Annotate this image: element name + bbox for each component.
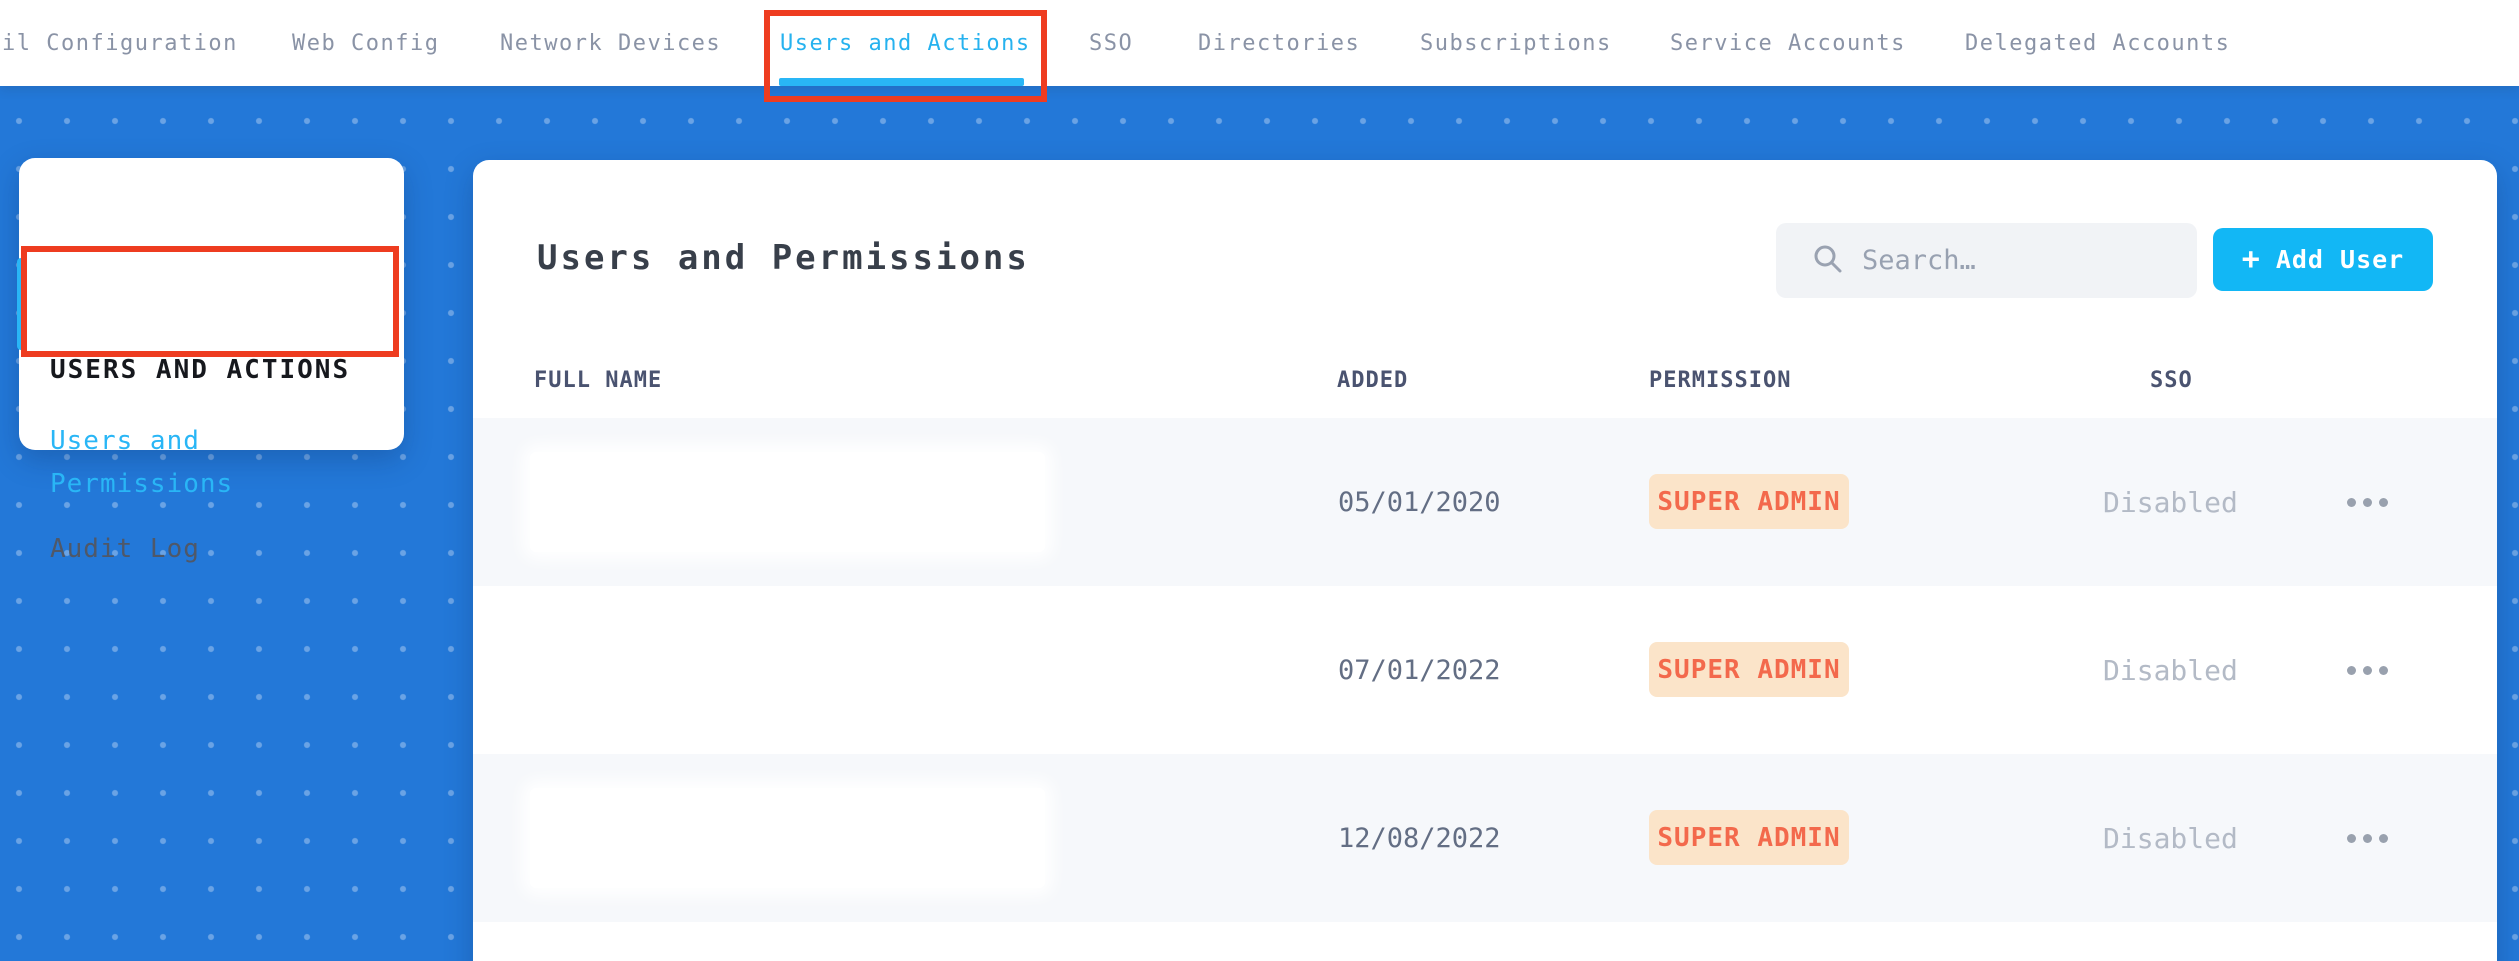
table-row: 05/01/2020 SUPER ADMIN Disabled [473,418,2497,586]
tab-service-accounts[interactable]: Service Accounts [1670,30,1906,56]
search-icon [1812,243,1844,279]
add-user-button[interactable]: + Add User [2213,228,2433,291]
active-tab-underline [779,78,1024,86]
tab-sso[interactable]: SSO [1089,30,1134,56]
permission-badge: SUPER ADMIN [1649,642,1849,697]
full-name-redacted [530,620,1045,720]
tab-delegated-accounts[interactable]: Delegated Accounts [1965,30,2231,56]
sidebar-item-users-and-permissions[interactable]: Users and Permissions [50,426,234,499]
full-name-redacted [530,452,1045,552]
plus-icon: + [2241,241,2260,277]
permission-badge: SUPER ADMIN [1649,810,1849,865]
users-permissions-card: Users and Permissions + Add User FULL NA… [473,160,2497,961]
users-table: 05/01/2020 SUPER ADMIN Disabled 07/01/20… [473,418,2497,922]
added-date: 07/01/2022 [1338,654,1501,686]
row-actions-menu-icon[interactable] [2337,418,2397,586]
sidebar-card: USERS AND ACTIONS Users and Permissions … [17,158,404,564]
full-name-redacted [530,788,1045,888]
table-row: 12/08/2022 SUPER ADMIN Disabled [473,754,2497,922]
add-user-label: Add User [2275,245,2405,274]
page-title: Users and Permissions [537,238,1030,278]
added-date: 05/01/2020 [1338,486,1501,518]
search-input[interactable] [1862,245,2182,276]
red-annotation-box-tab [764,10,1047,102]
tab-subscriptions[interactable]: Subscriptions [1420,30,1612,56]
tab-users-and-actions[interactable]: Users and Actions [780,30,1031,56]
tab-configuration[interactable]: il Configuration [2,30,238,56]
column-header-sso: SSO [2150,368,2193,393]
sso-status: Disabled [2103,653,2238,687]
sso-status: Disabled [2103,485,2238,519]
sidebar-item-audit-log[interactable]: Audit Log [50,534,200,564]
sidebar-heading: USERS AND ACTIONS [50,355,351,385]
search-box[interactable] [1776,223,2197,298]
row-actions-menu-icon[interactable] [2337,754,2397,922]
tab-web-config[interactable]: Web Config [292,30,440,56]
table-row: 07/01/2022 SUPER ADMIN Disabled [473,586,2497,754]
added-date: 12/08/2022 [1338,822,1501,854]
top-navbar: il Configuration Web Config Network Devi… [0,0,2519,86]
column-header-permission: PERMISSION [1649,368,1792,393]
column-header-full-name: FULL NAME [534,368,663,393]
permission-badge: SUPER ADMIN [1649,474,1849,529]
tab-network-devices[interactable]: Network Devices [500,30,722,56]
row-actions-menu-icon[interactable] [2337,586,2397,754]
column-header-added: ADDED [1337,368,1409,393]
sso-status: Disabled [2103,821,2238,855]
red-annotation-box-sidebar [21,246,399,357]
tab-directories[interactable]: Directories [1198,30,1361,56]
